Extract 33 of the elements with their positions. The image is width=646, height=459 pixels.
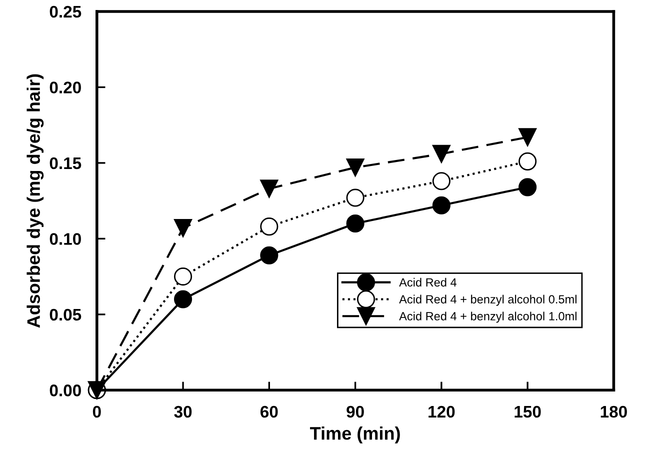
point <box>346 158 364 177</box>
y-axis-title: Adsorbed dye (mg dye/g hair) <box>26 74 44 328</box>
x-tick-label: 150 <box>514 406 541 418</box>
point <box>432 144 450 163</box>
legend-label: Acid Red 4 <box>399 278 456 287</box>
point <box>432 172 450 190</box>
point <box>174 219 192 238</box>
x-tick-label: 60 <box>260 406 278 418</box>
point <box>260 246 278 264</box>
y-tick-label: 0.20 <box>50 82 81 94</box>
y-tick-label: 0.05 <box>50 308 82 321</box>
x-tick-label: 180 <box>600 406 627 418</box>
point <box>346 188 364 207</box>
x-tick-label: 90 <box>346 406 364 418</box>
x-tick-label: 30 <box>174 406 192 418</box>
y-tick-label: 0.00 <box>50 384 81 396</box>
x-tick-label: 120 <box>428 406 455 418</box>
x-axis-title: Time (min) <box>310 426 400 444</box>
point <box>174 268 192 286</box>
legend-label: Acid Red 4 + benzyl alcohol 0.5ml <box>399 294 576 306</box>
point <box>260 218 278 236</box>
y-tick-label: 0.10 <box>50 233 81 245</box>
point <box>346 214 364 233</box>
y-tick-label: 0.25 <box>50 6 82 18</box>
point <box>518 128 537 146</box>
point <box>260 180 278 198</box>
x-tick-label: 0 <box>92 406 101 418</box>
legend-label: Acid Red 4 + benzyl alcohol 1.0ml <box>399 312 576 323</box>
y-tick-label: 0.15 <box>50 157 82 170</box>
point <box>174 290 192 308</box>
point <box>432 196 450 214</box>
point <box>518 178 537 196</box>
point <box>518 152 537 170</box>
